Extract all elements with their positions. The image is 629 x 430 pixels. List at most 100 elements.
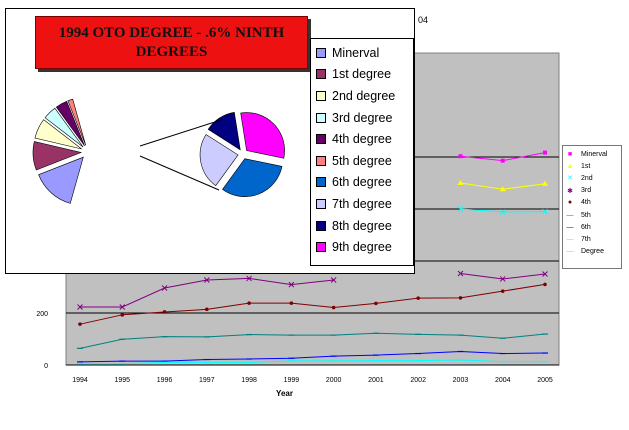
main-pie-slice [38, 156, 84, 204]
data-point [289, 301, 294, 305]
legend-label: 8th degree [332, 218, 392, 233]
legend-label: 4th [581, 199, 591, 207]
line-legend-item: — 7th [565, 233, 621, 245]
main-pie-slice [55, 100, 85, 147]
legend-marker-icon: ✕ [567, 175, 573, 183]
pie-chart-legend: Minerval 1st degree 2nd degree 3rd degree 4t… [310, 38, 414, 266]
x-tick-label: 1994 [72, 377, 88, 384]
legend-label: 2nd degree [332, 88, 396, 103]
pie-legend-item: 3rd degree [316, 107, 413, 129]
series-Minerval [458, 150, 547, 163]
data-point [77, 304, 83, 310]
data-point [457, 206, 464, 212]
series-line [79, 283, 546, 325]
line-legend-item: ▲ 1st [565, 160, 621, 172]
legend-label: 5th [581, 211, 591, 219]
main-pie-slice [32, 141, 83, 171]
legend-swatch [316, 47, 326, 58]
connector-line [139, 155, 220, 191]
data-point [499, 186, 506, 192]
series-line [79, 350, 546, 363]
series-4th [78, 282, 547, 326]
data-point [542, 271, 548, 277]
legend-swatch [316, 198, 326, 209]
x-tick-label: 1997 [199, 377, 215, 384]
series-line [80, 359, 545, 365]
x-tick-label: 2000 [326, 377, 342, 384]
main-pie-slice [44, 107, 84, 148]
data-point [203, 277, 210, 283]
x-tick-label: 1998 [241, 377, 257, 384]
x-axis-label: Year [276, 389, 293, 398]
data-point [247, 301, 251, 305]
series-3rd [77, 270, 548, 310]
data-point [457, 270, 464, 277]
data-point [500, 158, 505, 163]
legend-label: 3rd degree [332, 110, 393, 125]
data-point [458, 296, 463, 300]
legend-swatch [316, 112, 326, 123]
data-point [458, 154, 463, 159]
data-point [543, 150, 547, 155]
data-point [161, 285, 168, 291]
legend-label: 6th degree [332, 175, 392, 190]
data-point [542, 208, 548, 215]
legend-label: 1st degree [332, 67, 392, 82]
line-legend-item: — Degree [565, 246, 621, 258]
x-tick-label: 2004 [495, 377, 511, 384]
main-pie-slice [34, 119, 82, 150]
pie-legend-item: 4th degree [316, 128, 413, 150]
legend-marker-icon: — [566, 211, 574, 219]
legend-swatch [316, 177, 326, 188]
x-tick-label: 2002 [410, 377, 426, 384]
legend-label: 7th [581, 235, 591, 243]
pie-legend-item: Minerval [316, 42, 413, 64]
series-6th [77, 350, 548, 363]
data-point [499, 209, 506, 215]
legend-label: Degree [581, 248, 604, 256]
line-chart-title-fragment: 04 [418, 15, 429, 25]
pie-chart [32, 98, 285, 204]
legend-swatch [316, 90, 326, 101]
legend-label: Minerval [581, 150, 608, 158]
legend-marker-icon: — [566, 235, 574, 243]
data-point [331, 305, 336, 310]
legend-label: 7th degree [332, 196, 392, 211]
x-tick-label: 1999 [284, 377, 300, 384]
data-point [499, 276, 506, 282]
data-point [288, 281, 295, 288]
line-legend-item: — 5th [565, 209, 621, 221]
pie-legend-item: 5th degree [316, 150, 413, 172]
series-1st [457, 180, 548, 192]
legend-swatch [316, 69, 326, 80]
data-point [246, 275, 252, 282]
series-2nd [457, 206, 548, 215]
pie-legend-item: 8th degree [316, 215, 413, 237]
y-tick-label: 0 [44, 363, 48, 370]
x-tick-label: 1995 [114, 377, 130, 384]
data-point [500, 289, 505, 293]
legend-swatch [316, 242, 326, 253]
connector-line [139, 119, 222, 147]
legend-marker-icon: ▲ [566, 162, 574, 170]
pie-chart-panel: 1994 OTO DEGREE - .6% NINTH DEGREES Mine… [5, 8, 415, 274]
legend-marker-icon: ■ [567, 150, 573, 158]
data-point [162, 310, 167, 314]
legend-label: 3rd [581, 187, 592, 195]
legend-swatch [316, 155, 326, 166]
data-point [330, 277, 337, 283]
line-legend-item: ✱ 3rd [565, 185, 621, 197]
pie-chart-title: 1994 OTO DEGREE - .6% NINTH DEGREES [35, 16, 308, 69]
legend-label: 2nd [581, 174, 593, 182]
pie-legend-item: 7th degree [316, 193, 413, 215]
line-legend-item: — 6th [565, 221, 621, 233]
pie-legend-item: 9th degree [316, 236, 413, 258]
sub-pie-slice [240, 112, 285, 159]
legend-swatch [316, 134, 326, 145]
data-point [457, 180, 464, 185]
line-legend-item: ■ Minerval [565, 148, 621, 160]
legend-marker-icon: ● [567, 199, 573, 207]
data-point [374, 301, 378, 306]
data-point [416, 296, 420, 300]
y-tick-label: 200 [36, 311, 48, 318]
